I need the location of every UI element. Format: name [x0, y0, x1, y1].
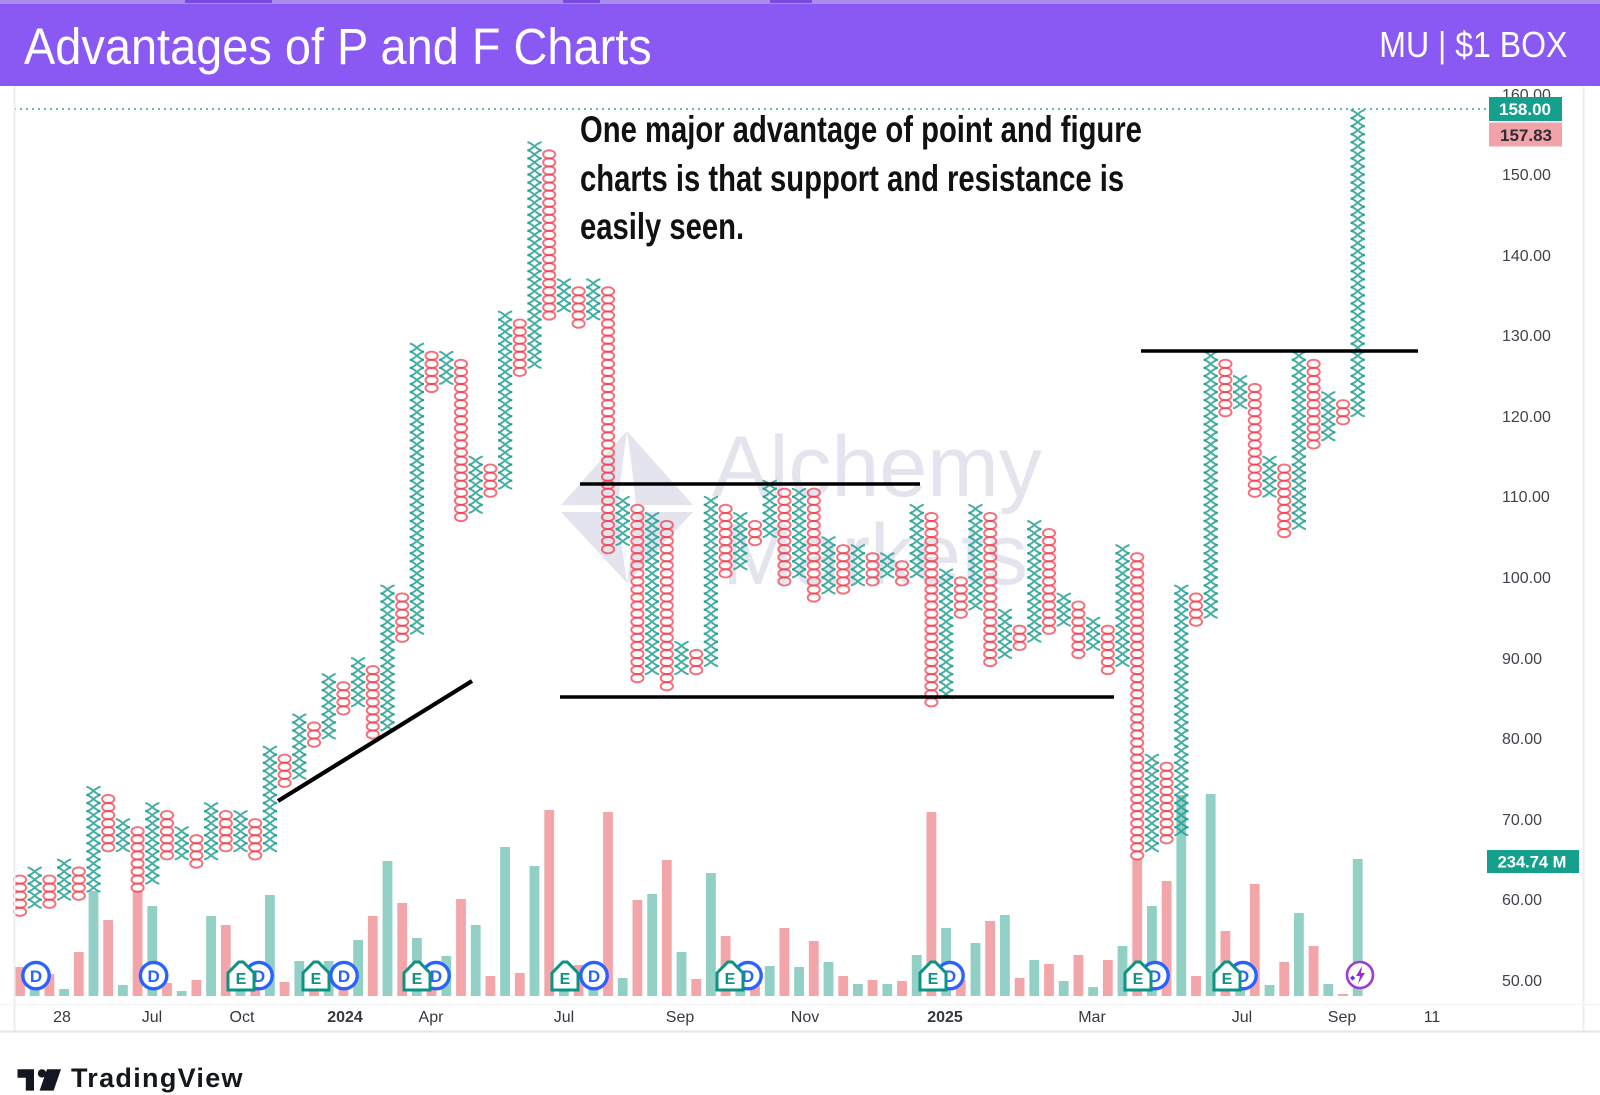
svg-text:60.00: 60.00	[1502, 892, 1542, 909]
svg-text:11: 11	[1424, 1009, 1441, 1026]
svg-text:158.00: 158.00	[1499, 100, 1551, 119]
svg-text:28: 28	[53, 1009, 71, 1026]
svg-text:50.00: 50.00	[1502, 973, 1542, 990]
svg-text:140.00: 140.00	[1502, 248, 1551, 265]
svg-text:D: D	[338, 967, 350, 986]
svg-text:E: E	[311, 971, 322, 988]
svg-text:Jul: Jul	[142, 1009, 162, 1026]
svg-text:100.00: 100.00	[1502, 570, 1551, 587]
svg-text:D: D	[30, 967, 42, 986]
svg-text:150.00: 150.00	[1502, 167, 1551, 184]
svg-text:D: D	[147, 967, 159, 986]
svg-text:70.00: 70.00	[1502, 812, 1542, 829]
svg-text:E: E	[1133, 971, 1144, 988]
svg-text:D: D	[588, 967, 600, 986]
svg-text:110.00: 110.00	[1502, 489, 1550, 506]
svg-text:234.74 M: 234.74 M	[1498, 854, 1567, 872]
svg-text:E: E	[1222, 971, 1233, 988]
svg-text:80.00: 80.00	[1502, 731, 1542, 748]
svg-text:E: E	[236, 971, 247, 988]
svg-text:Jul: Jul	[1232, 1009, 1252, 1026]
svg-text:120.00: 120.00	[1502, 409, 1551, 426]
svg-text:E: E	[928, 971, 939, 988]
svg-text:Oct: Oct	[230, 1009, 255, 1026]
svg-text:Alchemy: Alchemy	[712, 419, 1042, 515]
svg-text:2025: 2025	[927, 1009, 963, 1026]
svg-text:E: E	[412, 971, 423, 988]
svg-text:D: D	[253, 967, 265, 986]
svg-text:D: D	[742, 967, 754, 986]
svg-text:Mar: Mar	[1078, 1009, 1106, 1026]
svg-text:E: E	[725, 971, 736, 988]
svg-text:E: E	[560, 971, 571, 988]
svg-text:Apr: Apr	[419, 1009, 445, 1026]
svg-text:Nov: Nov	[791, 1009, 819, 1026]
svg-text:Sep: Sep	[666, 1009, 695, 1026]
svg-text:Sep: Sep	[1328, 1009, 1357, 1026]
svg-text:Jul: Jul	[554, 1009, 574, 1026]
svg-text:157.83: 157.83	[1500, 126, 1552, 145]
svg-text:D: D	[430, 967, 442, 986]
svg-text:130.00: 130.00	[1502, 328, 1551, 345]
svg-text:2024: 2024	[327, 1009, 363, 1026]
svg-text:90.00: 90.00	[1502, 651, 1542, 668]
